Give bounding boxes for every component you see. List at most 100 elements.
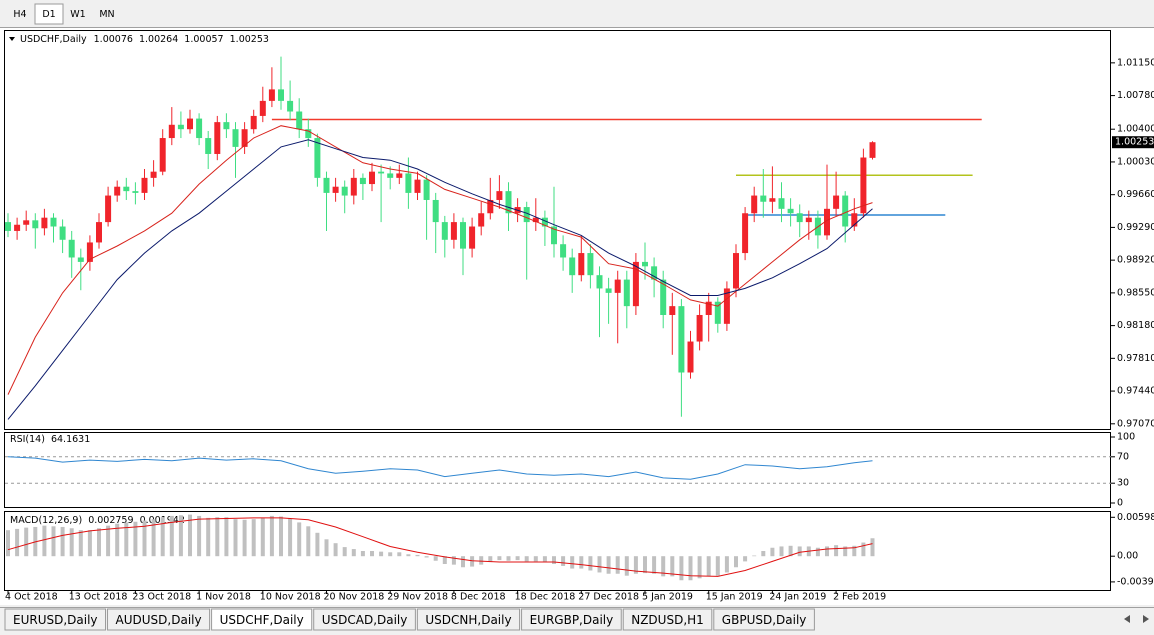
candle-body <box>86 242 93 262</box>
macd-bar <box>852 545 857 557</box>
macd-bar <box>297 522 302 557</box>
candle-body <box>660 279 667 315</box>
candle-body <box>651 266 658 280</box>
macd-bar <box>15 528 20 557</box>
symbol-tab-label[interactable]: USDCHF,Daily <box>220 613 304 627</box>
symbol-tab-label[interactable]: EURGBP,Daily <box>530 613 614 627</box>
macd-bar <box>415 554 420 557</box>
x-tick-label: 29 Nov 2018 <box>387 592 448 603</box>
rsi-name: RSI(14) <box>10 434 45 445</box>
macd-bar <box>542 556 547 563</box>
candle-body <box>614 279 621 293</box>
macd-bar <box>406 554 411 557</box>
timeframe-button[interactable] <box>6 4 34 24</box>
symbol-tab-label[interactable]: USDCAD,Daily <box>322 613 408 627</box>
candle-body <box>505 191 512 214</box>
timeframe-label[interactable]: MN <box>99 9 114 20</box>
candle-body <box>250 115 257 130</box>
timeframe-button[interactable] <box>34 3 64 25</box>
candle-body <box>305 129 312 139</box>
candle-body <box>132 191 139 193</box>
symbol-tab[interactable] <box>416 608 521 631</box>
macd-bar <box>588 556 593 571</box>
symbol-tab-label[interactable]: NZDUSD,H1 <box>631 613 704 627</box>
symbol-tab[interactable] <box>622 608 713 631</box>
symbol-tab[interactable] <box>4 608 107 631</box>
x-tick-label: 23 Oct 2018 <box>132 592 191 603</box>
symbol-tab[interactable] <box>313 608 416 631</box>
macd-bar <box>370 551 374 557</box>
symbol-tab[interactable] <box>713 608 815 631</box>
macd-bar <box>78 530 83 557</box>
candle-body <box>450 222 457 240</box>
y-tick-label: 70 <box>1117 451 1129 462</box>
candle-body <box>32 220 39 229</box>
timeframe-button[interactable] <box>64 4 92 24</box>
candle-body <box>523 207 530 223</box>
macd-bar <box>24 527 29 557</box>
timeframe-label[interactable]: H4 <box>13 9 26 20</box>
macd-bar <box>206 517 211 557</box>
candle-body <box>168 124 175 139</box>
symbol-tab[interactable] <box>107 608 211 631</box>
macd-bar <box>770 547 775 557</box>
symbol-tab-label[interactable]: AUDUSD,Daily <box>116 613 202 627</box>
candle-body <box>687 341 694 373</box>
x-tick-label: 1 Nov 2018 <box>196 592 251 603</box>
candle-body <box>751 195 758 214</box>
macd-bar <box>652 556 657 574</box>
macd-bar <box>397 552 402 557</box>
symbol-tab[interactable] <box>211 608 313 631</box>
symbol-tab-label[interactable]: GBPUSD,Daily <box>722 613 807 627</box>
scroll-left[interactable] <box>1124 615 1130 623</box>
macd-bar <box>279 516 283 557</box>
macd-bar <box>142 520 147 557</box>
macd-bar <box>624 556 629 576</box>
x-tick-label: 5 Jan 2019 <box>642 592 693 603</box>
candle-body <box>141 177 148 193</box>
candle-body <box>214 122 221 154</box>
rsi-panel-frame <box>4 432 1111 508</box>
macd-bar <box>351 549 356 557</box>
candle-body <box>596 275 603 289</box>
symbol-tab-label[interactable]: USDCNH,Daily <box>425 613 511 627</box>
symbol-tab[interactable] <box>521 608 622 631</box>
menu-triangle <box>9 37 15 41</box>
timeframe-label[interactable]: D1 <box>42 9 55 20</box>
y-tick-label: 0.005985 <box>1117 512 1154 523</box>
macd-name: MACD(12,26,9) <box>10 515 82 526</box>
macd-bar <box>333 543 338 557</box>
candle-body <box>478 213 485 227</box>
candle-body <box>68 239 75 258</box>
macd-bar <box>306 526 311 557</box>
macd-bar <box>724 556 729 573</box>
macd-bar <box>215 517 220 557</box>
candle-body <box>196 118 203 139</box>
scroll-right[interactable] <box>1143 615 1149 623</box>
candle-body <box>223 122 230 130</box>
candle-body <box>760 195 767 202</box>
timeframe-label[interactable]: W1 <box>70 9 85 20</box>
macd-bar <box>679 556 684 581</box>
close: 1.00253 <box>230 34 269 45</box>
candle-body <box>824 208 830 236</box>
y-tick-label: 0.98550 <box>1117 287 1154 298</box>
macd-bar <box>251 519 256 557</box>
x-tick-label: 27 Dec 2018 <box>578 592 639 603</box>
macd-bar <box>433 556 438 561</box>
macd-bar <box>552 556 556 564</box>
candle-body <box>551 226 557 245</box>
x-tick-label: 13 Oct 2018 <box>69 592 128 603</box>
macd-value: 0.002759 <box>88 515 133 526</box>
candle-body <box>723 288 730 324</box>
symbol-tab-label[interactable]: EURUSD,Daily <box>13 613 98 627</box>
macd-bar <box>743 556 748 562</box>
x-tick-label: 24 Jan 2019 <box>769 592 826 603</box>
macd-bar <box>315 532 320 557</box>
timeframe-button[interactable] <box>93 4 121 24</box>
open: 1.00076 <box>94 34 133 45</box>
candle-body <box>805 217 812 223</box>
macd-bar <box>479 556 484 565</box>
chart-header: USDCHF,Daily 1.00076 1.00264 1.00057 1.0… <box>20 34 269 45</box>
